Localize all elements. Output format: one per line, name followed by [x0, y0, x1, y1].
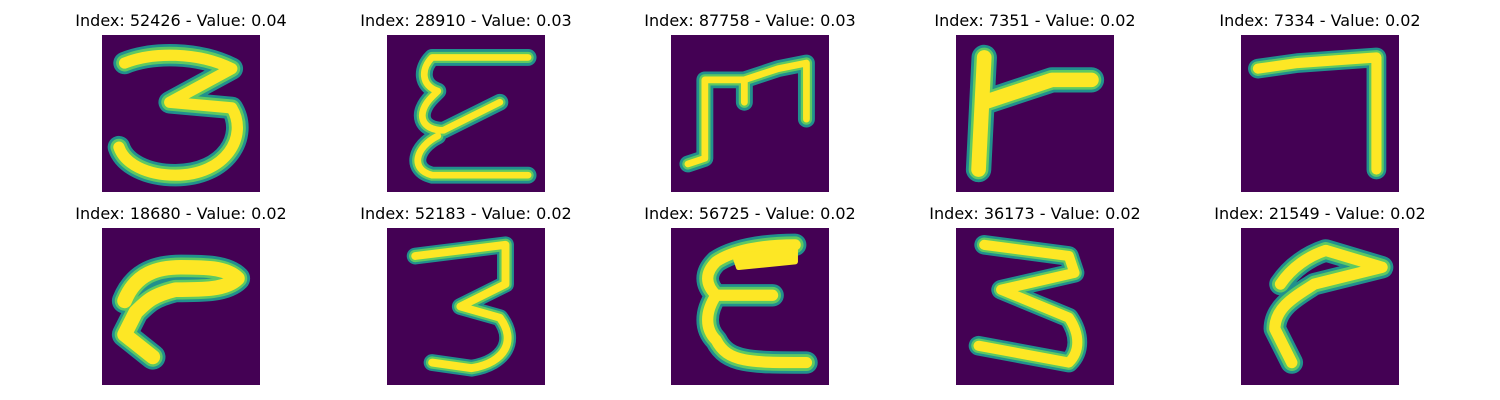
glyph-e-icon	[409, 49, 537, 184]
glyph-m-icon	[679, 54, 815, 173]
glyph-r-icon	[965, 44, 1105, 183]
panel-title: Index: 18680 - Value: 0.02	[75, 204, 287, 223]
glyph-image	[102, 35, 260, 192]
glyph-e-icon	[696, 233, 818, 374]
glyph-image	[1241, 228, 1399, 385]
panel-title: Index: 87758 - Value: 0.03	[644, 11, 856, 30]
panel-title: Index: 21549 - Value: 0.02	[1214, 204, 1426, 223]
glyph-3-icon	[968, 235, 1088, 373]
glyph-curve-icon	[111, 254, 251, 370]
glyph-3-icon	[406, 236, 517, 377]
glyph-image	[387, 35, 545, 192]
glyph-image	[956, 35, 1114, 192]
panel-title: Index: 56725 - Value: 0.02	[644, 204, 856, 223]
glyph-image	[1241, 35, 1399, 192]
panel-title: Index: 52426 - Value: 0.04	[75, 11, 287, 30]
panel-title: Index: 36173 - Value: 0.02	[929, 204, 1141, 223]
glyph-image	[956, 228, 1114, 385]
glyph-curve-icon	[1263, 239, 1394, 374]
glyph-7-icon	[1248, 47, 1387, 180]
glyph-image	[671, 35, 829, 192]
panel-title: Index: 28910 - Value: 0.03	[360, 11, 572, 30]
glyph-image	[102, 228, 260, 385]
panel-title: Index: 7351 - Value: 0.02	[934, 11, 1136, 30]
glyph-3-icon	[107, 44, 249, 187]
glyph-image	[387, 228, 545, 385]
panel-title: Index: 7334 - Value: 0.02	[1219, 11, 1421, 30]
glyph-image	[671, 228, 829, 385]
panel-title: Index: 52183 - Value: 0.02	[360, 204, 572, 223]
